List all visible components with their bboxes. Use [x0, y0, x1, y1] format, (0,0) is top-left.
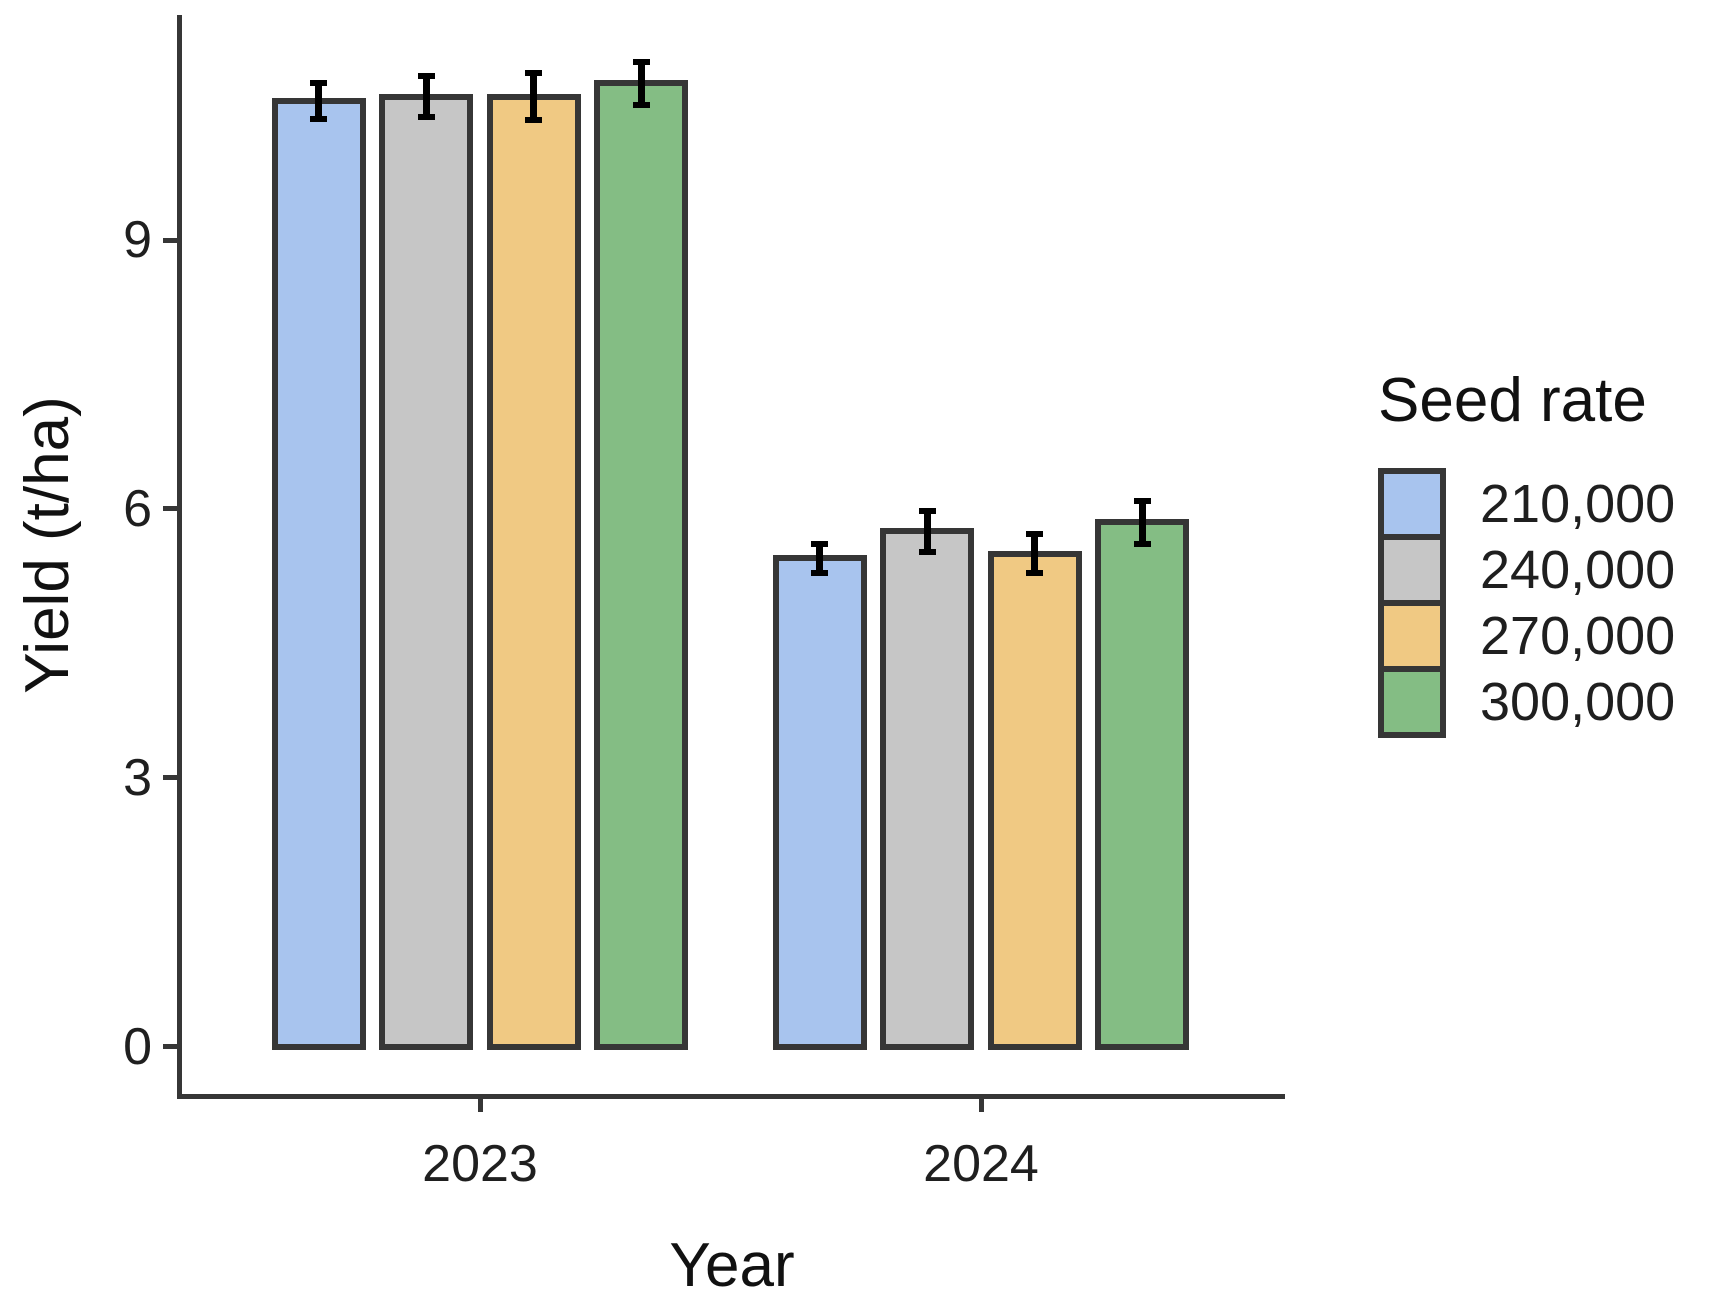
error-bar-cap-top — [310, 80, 328, 87]
x-axis-title: Year — [669, 1231, 795, 1300]
legend-item-label: 240,000 — [1480, 540, 1676, 600]
bar-2024-300000 — [1095, 519, 1190, 1051]
error-bar-cap-bottom — [918, 548, 936, 555]
error-bar-cap-top — [1026, 531, 1044, 538]
bar-2024-270000 — [987, 550, 1082, 1051]
y-axis-title: Yield (t/ha) — [13, 396, 82, 694]
error-bar-cap-bottom — [1026, 570, 1044, 577]
bar-2023-240000 — [379, 93, 474, 1051]
x-tick — [477, 1096, 483, 1112]
y-tick — [162, 506, 178, 512]
y-axis-line — [177, 15, 182, 1099]
bar-2024-210000 — [772, 555, 867, 1051]
y-tick-label: 6 — [123, 479, 152, 538]
error-bar-line — [923, 510, 931, 552]
legend-swatch-column — [1378, 468, 1446, 738]
error-bar-cap-top — [918, 507, 936, 514]
error-bar-cap-bottom — [1133, 540, 1151, 547]
error-bar-line — [1138, 500, 1146, 544]
legend-swatch-210000 — [1384, 474, 1440, 534]
error-bar-line — [637, 61, 645, 105]
legend-item-label: 270,000 — [1480, 606, 1676, 666]
y-tick — [162, 1044, 178, 1050]
legend-title: Seed rate — [1378, 366, 1647, 435]
x-axis-line — [177, 1094, 1285, 1099]
error-bar-cap-bottom — [632, 101, 650, 108]
error-bar-line — [816, 543, 824, 573]
y-tick-label: 3 — [123, 748, 152, 807]
legend-swatch-240000 — [1384, 540, 1440, 600]
x-tick — [978, 1096, 984, 1112]
y-tick-label: 9 — [123, 211, 152, 270]
bar-2023-210000 — [271, 98, 366, 1051]
error-bar-cap-bottom — [525, 116, 543, 123]
error-bar-cap-bottom — [417, 114, 435, 121]
legend-swatch-270000 — [1384, 606, 1440, 666]
error-bar-cap-bottom — [811, 569, 829, 576]
x-tick-label: 2024 — [923, 1135, 1039, 1193]
error-bar-cap-top — [1133, 497, 1151, 504]
x-tick-label: 2023 — [422, 1135, 538, 1193]
error-bar-line — [1031, 534, 1039, 574]
y-tick — [162, 237, 178, 243]
error-bar-cap-top — [525, 70, 543, 77]
legend-swatch-300000 — [1384, 672, 1440, 732]
bar-2024-240000 — [880, 528, 975, 1051]
y-tick-label: 0 — [123, 1017, 152, 1076]
legend-item-label: 300,000 — [1480, 672, 1676, 732]
error-bar-cap-bottom — [310, 116, 328, 123]
error-bar-line — [315, 83, 323, 120]
y-tick — [162, 775, 178, 781]
bar-2023-300000 — [594, 80, 689, 1051]
error-bar-cap-top — [417, 73, 435, 79]
error-bar-line — [422, 76, 430, 118]
legend-item-label: 210,000 — [1480, 474, 1676, 534]
bar-2023-270000 — [486, 93, 581, 1051]
error-bar-line — [530, 73, 538, 120]
error-bar-cap-top — [811, 540, 829, 547]
error-bar-cap-top — [632, 58, 650, 65]
